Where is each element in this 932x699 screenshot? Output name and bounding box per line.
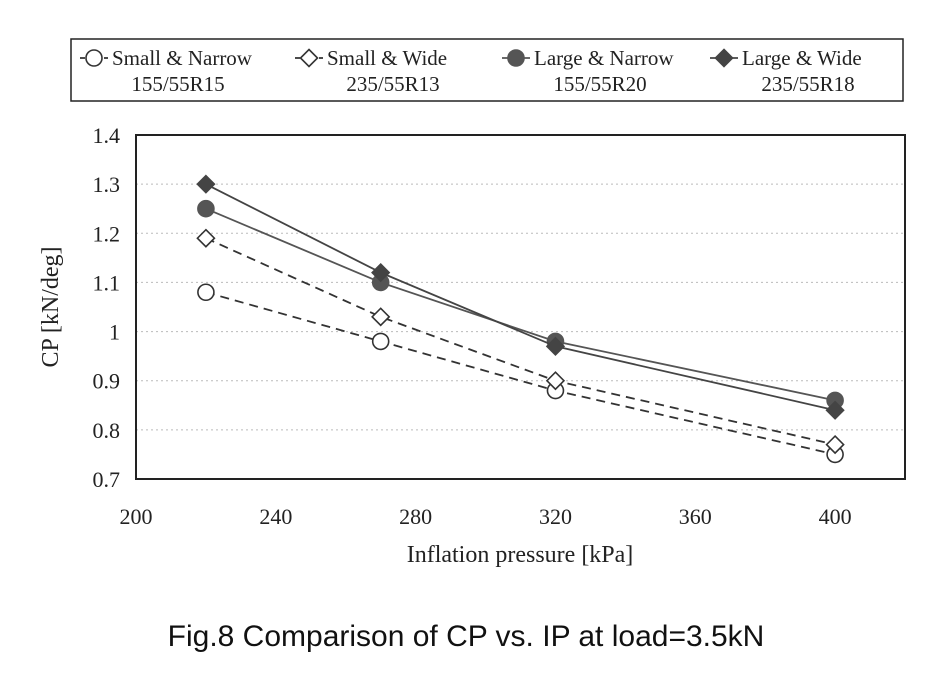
axis-ticks: 0.7 0.8 0.9 1 1.1 1.2 1.3 1.4 200 240 280 320 360 400: [93, 123, 852, 529]
y-tick-label: 1: [109, 320, 120, 345]
y-tick-label: 1.2: [93, 221, 121, 246]
series-line: [205, 291, 836, 456]
legend-marker: [299, 48, 319, 68]
data-point: [545, 336, 566, 356]
x-axis-title: Inflation pressure [kPa]: [407, 542, 634, 568]
y-tick-label: 0.8: [93, 418, 121, 443]
legend-box: [70, 38, 904, 102]
y-axis-title: CP [kN/deg]: [38, 246, 64, 367]
y-tick-label: 1.1: [93, 270, 121, 295]
data-point: [197, 199, 215, 218]
series-line: [205, 183, 836, 412]
legend-label: Large & Narrow: [534, 46, 674, 70]
series-line: [205, 207, 836, 402]
plot-area: [135, 134, 906, 480]
data-point: [371, 262, 391, 283]
legend-label: Large & Wide: [742, 46, 862, 70]
legend-size: 155/55R20: [553, 72, 646, 96]
legend-marker: [714, 48, 734, 68]
legend-size: 155/55R15: [131, 72, 224, 96]
legend-marker: [507, 49, 525, 67]
series-large-narrow: [197, 199, 844, 410]
legend-size: 235/55R18: [761, 72, 854, 96]
y-tick-label: 0.9: [93, 369, 121, 394]
legend-label: Small & Wide: [327, 46, 447, 70]
series-layer: [196, 174, 845, 464]
figure-caption: Fig.8 Comparison of CP vs. IP at load=3.…: [167, 620, 765, 653]
legend-size: 235/55R13: [346, 72, 439, 96]
series-small-narrow: [197, 283, 844, 464]
series-small-wide: [196, 228, 845, 455]
x-tick-label: 400: [819, 504, 852, 529]
legend-marker: [85, 49, 103, 67]
series-line: [205, 237, 836, 446]
x-tick-label: 320: [539, 504, 572, 529]
data-point: [371, 332, 390, 351]
data-point: [825, 434, 845, 455]
data-point: [371, 307, 391, 327]
data-point: [825, 400, 845, 420]
data-point: [545, 371, 566, 391]
series-large-wide: [196, 174, 845, 420]
data-point: [197, 283, 215, 302]
gridlines: [136, 183, 905, 431]
data-point: [196, 174, 216, 194]
x-tick-label: 200: [120, 504, 153, 529]
y-tick-label: 0.7: [93, 467, 121, 492]
data-point: [196, 228, 216, 248]
y-tick-label: 1.4: [93, 123, 121, 148]
x-tick-label: 360: [679, 504, 712, 529]
x-tick-label: 240: [259, 504, 292, 529]
x-tick-label: 280: [399, 504, 432, 529]
legend-label: Small & Narrow: [112, 46, 253, 70]
y-tick-label: 1.3: [93, 172, 121, 197]
